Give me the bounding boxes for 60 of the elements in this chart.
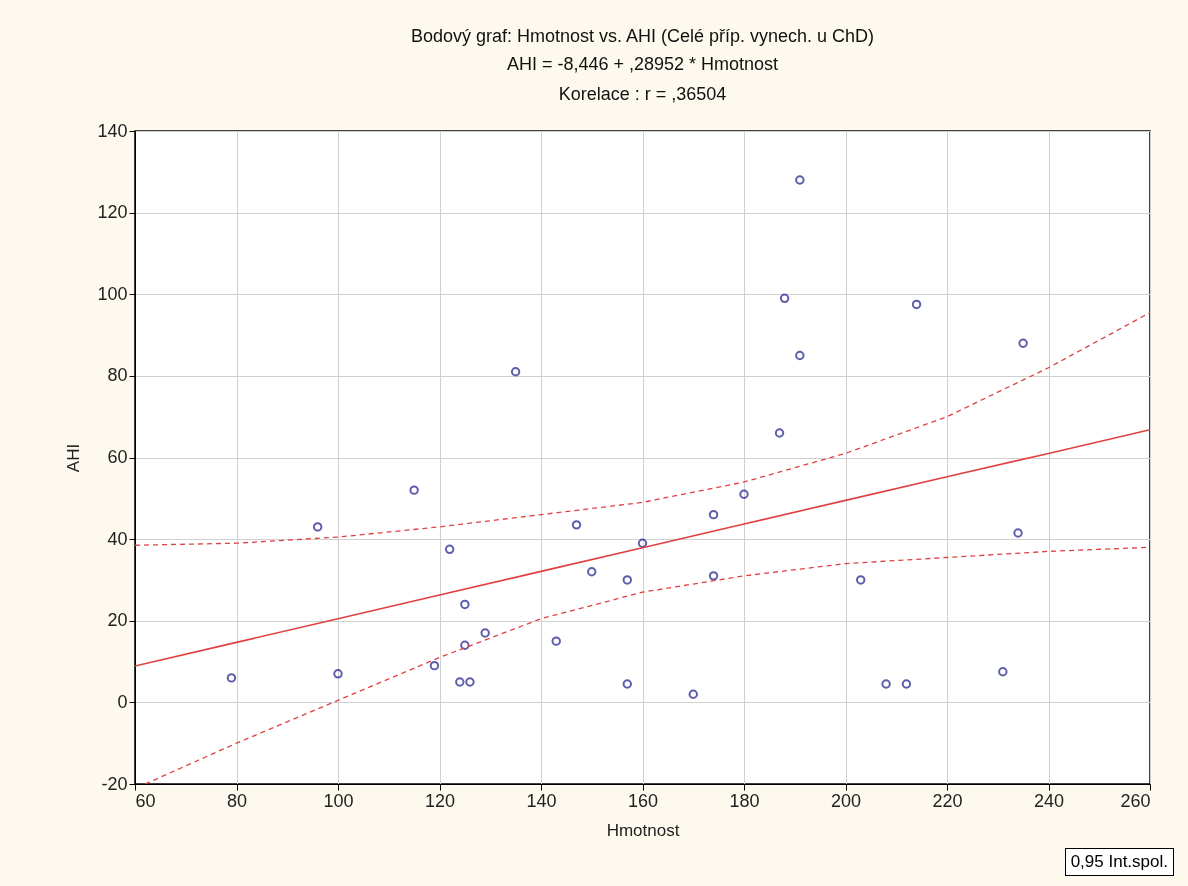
point <box>460 599 470 610</box>
point <box>901 679 912 689</box>
point <box>333 669 343 679</box>
point <box>622 679 632 689</box>
point <box>708 509 719 520</box>
x-tick-label: 180 <box>729 790 760 811</box>
point <box>911 299 922 310</box>
point <box>708 571 719 581</box>
point <box>444 544 455 555</box>
x-tick-label: 100 <box>323 790 354 811</box>
point <box>571 520 582 530</box>
point <box>480 628 490 638</box>
point <box>587 567 597 577</box>
point <box>312 522 323 532</box>
text: 0,95 Int.spol. <box>1064 848 1174 876</box>
x-tick-label: 220 <box>932 790 963 811</box>
point <box>1018 338 1028 348</box>
chart-subtitle: AHI = -8,446 + ,28952 * Hmotnost Korelace : r = ,36504 <box>506 54 779 104</box>
chart-title: Bodový graf: Hmotnost vs. AHI (Celé příp. vynech. u ChD) <box>410 26 875 46</box>
point <box>465 677 475 687</box>
point <box>795 350 805 361</box>
point <box>637 538 648 548</box>
line-series <box>135 311 1150 546</box>
point <box>856 575 866 585</box>
point <box>795 175 805 185</box>
x-tick-label: 60 <box>135 790 156 811</box>
y-tick-label: 100 <box>97 283 128 304</box>
x-tick-label: 260 <box>1120 790 1151 811</box>
x-tick-label: 160 <box>627 790 659 811</box>
point <box>1013 528 1023 538</box>
point <box>622 575 632 585</box>
point <box>551 636 561 646</box>
point <box>998 667 1008 677</box>
point <box>455 677 465 687</box>
x-tick-label: 240 <box>1033 790 1065 811</box>
point <box>226 673 237 683</box>
point <box>688 689 698 699</box>
point <box>409 485 419 495</box>
y-tick-label: 60 <box>107 447 128 467</box>
x-axis-title: Hmotnost <box>606 820 680 840</box>
x-tick-label: 140 <box>526 790 557 811</box>
point <box>739 489 749 499</box>
y-tick-label: 40 <box>107 528 128 549</box>
point <box>779 293 790 304</box>
y-tick-label: 140 <box>97 120 128 141</box>
y-tick-label: -20 <box>101 773 128 794</box>
point <box>429 660 440 671</box>
point <box>510 367 521 377</box>
y-axis-title: AHI <box>64 443 84 473</box>
point <box>460 640 470 650</box>
y-tick-label: 0 <box>117 691 128 712</box>
x-tick-label: 200 <box>830 790 862 811</box>
y-tick-label: 80 <box>107 365 128 386</box>
y-tick-label: 120 <box>97 202 128 223</box>
x-tick-label: 80 <box>226 790 248 811</box>
point <box>881 679 891 689</box>
point <box>774 428 785 438</box>
y-tick-label: 20 <box>107 610 128 631</box>
line-series <box>135 428 1150 667</box>
x-tick-label: 120 <box>424 790 456 811</box>
